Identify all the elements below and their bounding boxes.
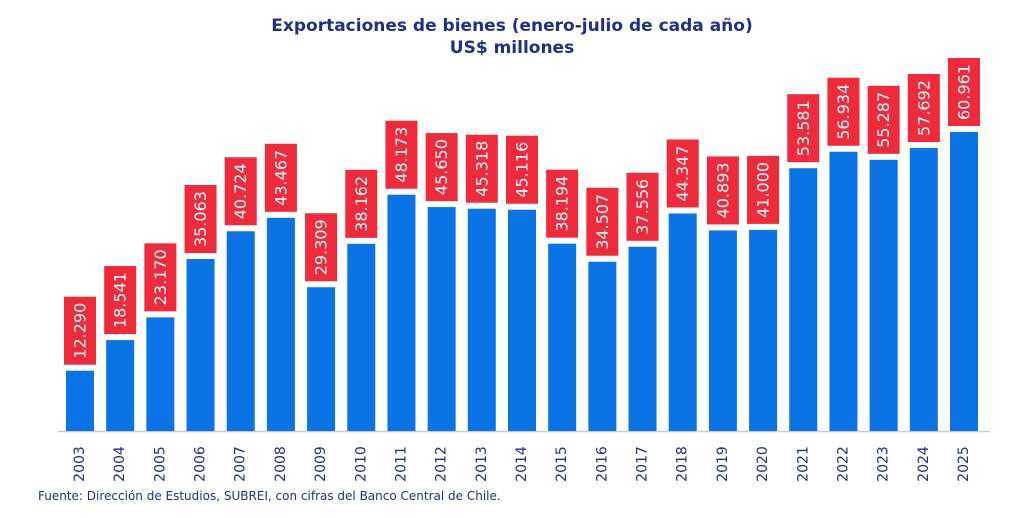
- data-label: 37.556: [633, 179, 652, 235]
- x-tick-label: 2021: [795, 446, 811, 482]
- data-label-box: [867, 85, 900, 154]
- x-tick-label: 2022: [835, 446, 851, 482]
- data-label: 40.724: [231, 163, 250, 219]
- bar: [708, 230, 737, 431]
- bar: [307, 287, 336, 431]
- data-label: 35.063: [191, 191, 210, 247]
- x-tick-label: 2014: [514, 446, 530, 482]
- data-label-box: [706, 156, 739, 225]
- data-label-box: [747, 155, 780, 224]
- bar: [950, 132, 978, 431]
- bar: [789, 168, 818, 431]
- data-label: 56.934: [834, 84, 853, 140]
- bar: [387, 194, 416, 431]
- data-label: 45.650: [432, 139, 451, 195]
- chart-title: Exportaciones de bienes (enero-julio de …: [271, 16, 753, 36]
- x-tick-label: 2018: [675, 446, 691, 482]
- data-label-box: [666, 139, 699, 208]
- bar: [66, 370, 94, 431]
- bar: [548, 243, 577, 431]
- data-label-box: [546, 169, 579, 238]
- x-tick-label: 2011: [393, 446, 409, 482]
- data-label: 34.507: [593, 194, 612, 250]
- x-tick-label: 2020: [755, 446, 771, 482]
- data-label-box: [345, 169, 378, 238]
- data-label-box: [64, 296, 96, 365]
- data-label-box: [506, 135, 538, 204]
- x-tick-label: 2012: [434, 446, 450, 482]
- data-label: 38.194: [553, 176, 572, 232]
- x-tick-label: 2009: [313, 446, 329, 482]
- data-label-box: [827, 77, 860, 146]
- bar: [628, 246, 657, 431]
- x-tick-label: 2013: [474, 446, 490, 482]
- data-label-box: [948, 58, 980, 126]
- data-label: 18.541: [111, 272, 130, 328]
- data-label: 53.581: [794, 100, 813, 156]
- data-label-box: [586, 187, 619, 256]
- data-label: 44.347: [673, 145, 692, 201]
- x-tick-label: 2019: [715, 446, 731, 482]
- data-label: 23.170: [151, 249, 170, 305]
- data-label-box: [465, 134, 498, 203]
- chart-subtitle: US$ millones: [449, 38, 575, 58]
- x-tick-label: 2008: [273, 446, 289, 482]
- bar: [668, 213, 697, 431]
- x-tick-label: 2016: [594, 446, 610, 482]
- x-tick-label: 2010: [353, 446, 369, 482]
- bar: [186, 259, 215, 431]
- bar: [588, 261, 617, 431]
- x-tick-label: 2023: [876, 446, 892, 482]
- bar: [829, 151, 858, 431]
- x-tick-label: 2005: [152, 446, 168, 482]
- x-tick-label: 2004: [112, 446, 128, 482]
- bar: [869, 159, 898, 431]
- data-label-box: [264, 143, 297, 212]
- data-label-box: [305, 213, 338, 282]
- data-label: 12.290: [71, 303, 90, 359]
- bar: [266, 217, 295, 431]
- x-tick-label: 2024: [916, 446, 932, 482]
- bar: [226, 231, 255, 431]
- bar: [347, 243, 376, 431]
- data-label-box: [104, 266, 137, 335]
- data-label-box: [787, 94, 820, 163]
- data-label: 40.893: [713, 162, 732, 218]
- x-tick-label: 2015: [554, 446, 570, 482]
- data-label-box: [144, 243, 177, 312]
- data-label: 55.287: [874, 92, 893, 148]
- data-label: 45.318: [472, 141, 491, 197]
- bar: [467, 208, 496, 431]
- data-label-box: [425, 133, 458, 202]
- bar: [749, 229, 778, 431]
- data-label-box: [224, 157, 257, 226]
- data-label-box: [184, 185, 217, 254]
- x-tick-label: 2017: [635, 446, 651, 482]
- data-label: 41.000: [754, 162, 773, 218]
- x-tick-label: 2025: [956, 446, 972, 482]
- x-tick-label: 2006: [193, 446, 209, 482]
- data-label: 29.309: [312, 219, 331, 275]
- x-tick-label: 2007: [233, 446, 249, 482]
- data-label: 48.173: [392, 127, 411, 183]
- source-note: Fuente: Dirección de Estudios, SUBREI, c…: [38, 489, 501, 503]
- bar: [508, 209, 536, 431]
- bar: [146, 317, 175, 431]
- data-label: 45.116: [513, 142, 532, 198]
- data-label: 38.162: [352, 176, 371, 232]
- x-tick-label: 2003: [72, 446, 88, 482]
- bar: [106, 340, 135, 431]
- bar: [909, 148, 938, 432]
- data-label: 43.467: [271, 150, 290, 206]
- data-label: 60.961: [955, 64, 974, 120]
- bar: [427, 207, 456, 431]
- data-label: 57.692: [914, 80, 933, 136]
- data-label-box: [385, 120, 418, 189]
- data-label-box: [626, 172, 659, 241]
- data-label-box: [907, 74, 940, 143]
